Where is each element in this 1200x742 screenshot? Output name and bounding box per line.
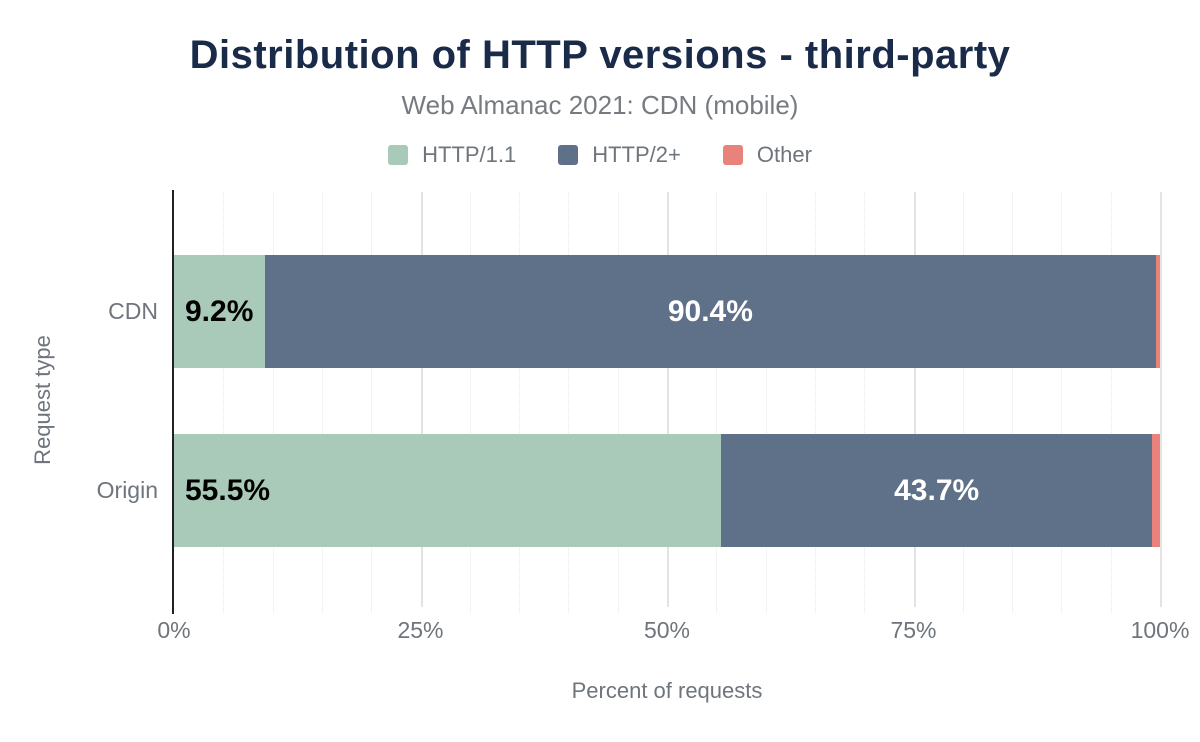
x-tick-label: 50% <box>643 617 691 643</box>
bar-segment[interactable]: 43.7% <box>721 434 1153 547</box>
legend-item: HTTP/2+ <box>558 142 681 168</box>
bar-segment[interactable]: 9.2% <box>174 255 265 368</box>
bar-segment[interactable] <box>1152 434 1160 547</box>
major-gridline <box>420 192 423 607</box>
bar-label: 90.4% <box>667 294 753 328</box>
major-gridline <box>1160 192 1162 607</box>
x-axis-title: Percent of requests <box>571 678 763 703</box>
minor-gridline <box>469 192 471 613</box>
minor-gridline <box>1061 192 1063 613</box>
x-tick-label: 100% <box>1130 617 1190 643</box>
x-tick-label: 25% <box>397 617 444 643</box>
chart-subtitle: Web Almanac 2021: CDN (mobile) <box>401 90 799 120</box>
minor-gridline <box>519 192 521 613</box>
minor-gridline <box>864 192 866 613</box>
bar-segment[interactable]: 55.5% <box>174 434 722 547</box>
bar-row: 55.5% 43.7% <box>174 434 1160 547</box>
minor-gridline <box>716 192 718 613</box>
major-gridline <box>913 192 916 607</box>
major-gridline <box>667 192 669 607</box>
legend-label: Other <box>756 142 812 167</box>
minor-gridline <box>223 192 225 613</box>
minor-gridline <box>814 192 816 613</box>
minor-gridline <box>371 192 373 613</box>
minor-gridline <box>1012 192 1014 613</box>
bar-label: 43.7% <box>894 473 980 507</box>
y-axis-line <box>172 190 174 614</box>
legend-item: Other <box>722 142 812 168</box>
bar-segment[interactable] <box>1156 255 1160 368</box>
category-label: CDN <box>108 298 158 324</box>
chart-title: Distribution of HTTP versions - third-pa… <box>189 33 1011 77</box>
legend-label: HTTP/1.1 <box>422 142 517 167</box>
plot-area: 9.2% 90.4% 55.5% 43.7% <box>172 190 1162 614</box>
x-tick-label: 0% <box>157 617 191 643</box>
legend-label: HTTP/2+ <box>592 142 681 167</box>
y-axis-title: Request type <box>30 335 55 465</box>
legend-item: HTTP/1.1 <box>388 142 516 168</box>
minor-gridline <box>321 192 323 613</box>
legend: HTTP/1.1 HTTP/2+ Other <box>0 142 1200 168</box>
minor-gridline <box>962 192 964 613</box>
x-tick-label: 75% <box>890 617 937 643</box>
bar-label: 9.2% <box>185 294 254 328</box>
minor-gridline <box>617 192 619 613</box>
legend-swatch-icon <box>722 145 743 165</box>
category-label: Origin <box>96 477 158 503</box>
bar-label: 55.5% <box>185 473 271 507</box>
minor-gridline <box>568 192 570 613</box>
minor-gridline <box>765 192 767 613</box>
legend-swatch-icon <box>388 145 409 165</box>
bar-row: 9.2% 90.4% <box>174 255 1160 368</box>
bar-segment[interactable]: 90.4% <box>264 255 1157 368</box>
legend-swatch-icon <box>558 145 579 165</box>
minor-gridline <box>1110 192 1112 613</box>
minor-gridline <box>272 192 274 613</box>
